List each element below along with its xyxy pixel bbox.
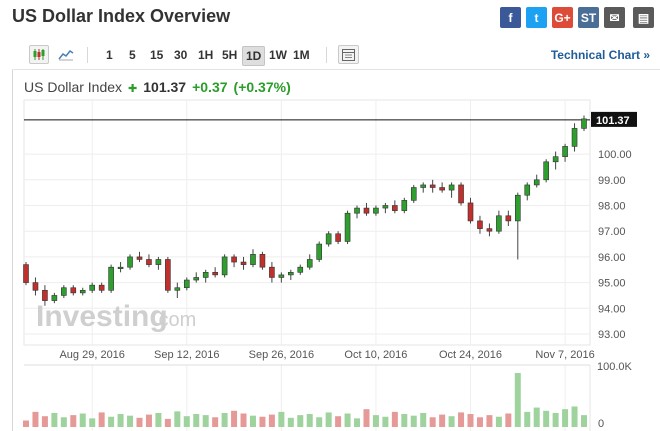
timeframe-1h[interactable]: 1H bbox=[198, 48, 214, 62]
instrument-name: US Dollar Index bbox=[24, 79, 123, 95]
timeframe-5[interactable]: 5 bbox=[129, 48, 136, 62]
chart-frame bbox=[12, 40, 660, 431]
envelope-icon: ✉ bbox=[609, 10, 620, 25]
facebook-icon: f bbox=[508, 10, 513, 25]
timeframe-1m[interactable]: 1M bbox=[293, 48, 310, 62]
candlestick-icon[interactable] bbox=[29, 45, 49, 64]
googleplus-share-button[interactable]: G+ bbox=[552, 7, 573, 28]
area-chart-icon[interactable] bbox=[56, 46, 76, 64]
last-price: 101.37 bbox=[143, 79, 187, 95]
price-change-percent: (+0.37%) bbox=[233, 79, 291, 95]
panel-icon[interactable] bbox=[338, 45, 359, 64]
chart-toolbar: 1 5 15 30 1H 5H 1D 1W 1M Technical Chart » bbox=[12, 40, 660, 70]
page-title: US Dollar Index Overview bbox=[12, 6, 231, 26]
timeframe-1w[interactable]: 1W bbox=[269, 48, 287, 62]
timeframe-30[interactable]: 30 bbox=[174, 48, 188, 62]
price-change: +0.37 bbox=[192, 79, 228, 95]
timeframe-15[interactable]: 15 bbox=[150, 48, 164, 62]
technical-chart-link[interactable]: Technical Chart » bbox=[550, 48, 650, 62]
twitter-icon: t bbox=[534, 10, 539, 25]
facebook-share-button[interactable]: f bbox=[500, 7, 521, 28]
timeframe-5h[interactable]: 5H bbox=[222, 48, 238, 62]
printer-icon: ▤ bbox=[637, 10, 650, 25]
quote-line: US Dollar Index ✚ 101.37 +0.37 (+0.37%) bbox=[24, 79, 291, 95]
up-arrow-icon: ✚ bbox=[128, 83, 138, 95]
toolbar-separator bbox=[87, 47, 88, 63]
googleplus-icon: G+ bbox=[554, 10, 571, 25]
email-share-button[interactable]: ✉ bbox=[604, 7, 625, 28]
twitter-share-button[interactable]: t bbox=[526, 7, 547, 28]
timeframe-1[interactable]: 1 bbox=[106, 48, 113, 62]
page-header: US Dollar Index Overview f t G+ ST ✉ ▤ bbox=[0, 0, 660, 36]
stocktwits-share-button[interactable]: ST bbox=[578, 7, 599, 28]
timeframe-1d[interactable]: 1D bbox=[242, 46, 266, 66]
toolbar-separator bbox=[326, 47, 327, 63]
stocktwits-icon: ST bbox=[580, 10, 597, 25]
print-button[interactable]: ▤ bbox=[633, 7, 654, 28]
